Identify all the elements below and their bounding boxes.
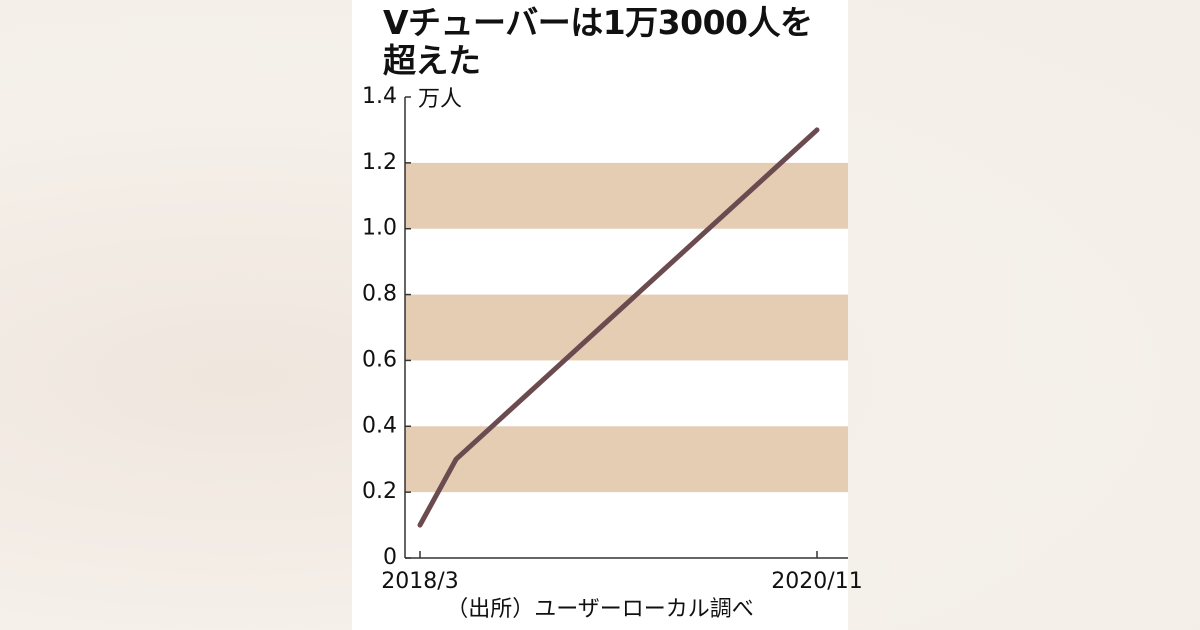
line bbox=[417, 127, 820, 528]
band bbox=[405, 426, 848, 493]
x-tick-label: 2018/3 bbox=[381, 569, 458, 594]
y-tick-label: 0.2 bbox=[362, 479, 397, 504]
source: （出所）ユーザーローカル調べ bbox=[446, 597, 754, 622]
y-tick-label: 1.2 bbox=[362, 150, 397, 175]
y-tick-label: 0.6 bbox=[362, 347, 397, 372]
y-tick-label: 0.4 bbox=[362, 413, 397, 438]
band bbox=[405, 162, 848, 229]
y-tick-label: 0 bbox=[383, 545, 397, 570]
y-tick-label: 1.0 bbox=[362, 216, 397, 241]
y-tick-label: 0.8 bbox=[362, 282, 397, 307]
y-tick-label: 1.4 bbox=[362, 84, 397, 109]
x-tick-label: 2020/11 bbox=[771, 569, 862, 594]
chart-title: Vチューバーは1万3000人を超えた bbox=[383, 3, 813, 80]
y-unit: 万人 bbox=[418, 87, 462, 112]
